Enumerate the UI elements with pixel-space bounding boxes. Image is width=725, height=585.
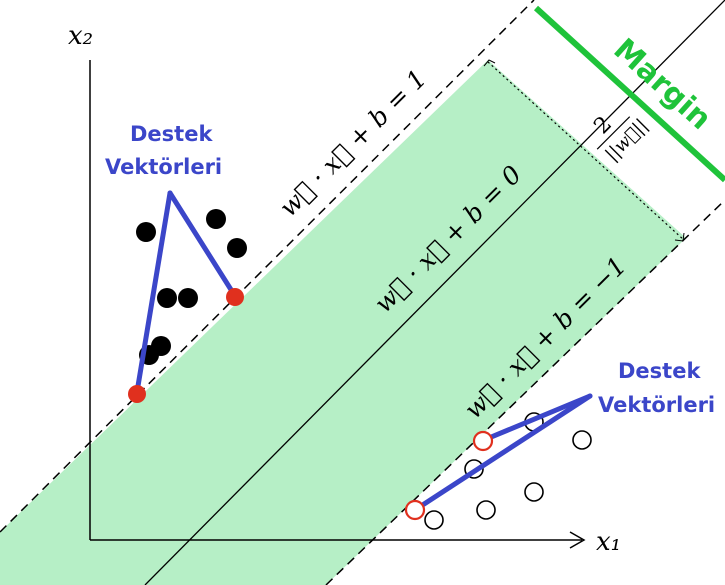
right-support-label-line1: Destek [618, 359, 701, 383]
negative-point [476, 500, 496, 520]
support-vector-positive [128, 385, 146, 403]
margin-bar [533, 5, 725, 183]
positive-class-points [136, 209, 247, 365]
positive-point [136, 222, 156, 242]
hyperplane-negative-line [325, 199, 725, 585]
margin-arrow-bottom [674, 232, 685, 242]
right-support-label-line2: Vektörleri [598, 393, 715, 417]
x-axis-label: x₁ [596, 527, 621, 557]
support-vector-negative [472, 430, 494, 452]
hyperplane-positive-line [0, 0, 535, 533]
margin-dotted-line [487, 61, 685, 241]
positive-point [206, 209, 226, 229]
margin-band [0, 60, 686, 585]
positive-point [227, 238, 247, 258]
negative-point [524, 482, 544, 502]
left-support-connectors [134, 190, 238, 395]
positive-point [178, 288, 198, 308]
support-vector-negative [404, 499, 426, 521]
left-support-label-line1: Destek [130, 122, 213, 146]
negative-point [424, 510, 444, 530]
y-axis-label: x₂ [68, 21, 93, 51]
negative-class-points [424, 412, 592, 530]
positive-point [151, 336, 171, 356]
margin-arrow-top [483, 59, 496, 67]
left-support-label-line2: Vektörleri [105, 155, 222, 179]
svg-text:2: 2 [589, 112, 617, 140]
positive-point [157, 288, 177, 308]
right-support-connectors [415, 393, 593, 511]
x-axis-arrowhead [569, 531, 586, 549]
support-vector-positive [226, 288, 244, 306]
negative-point [572, 430, 592, 450]
hyperplane-center-line [144, 0, 725, 585]
